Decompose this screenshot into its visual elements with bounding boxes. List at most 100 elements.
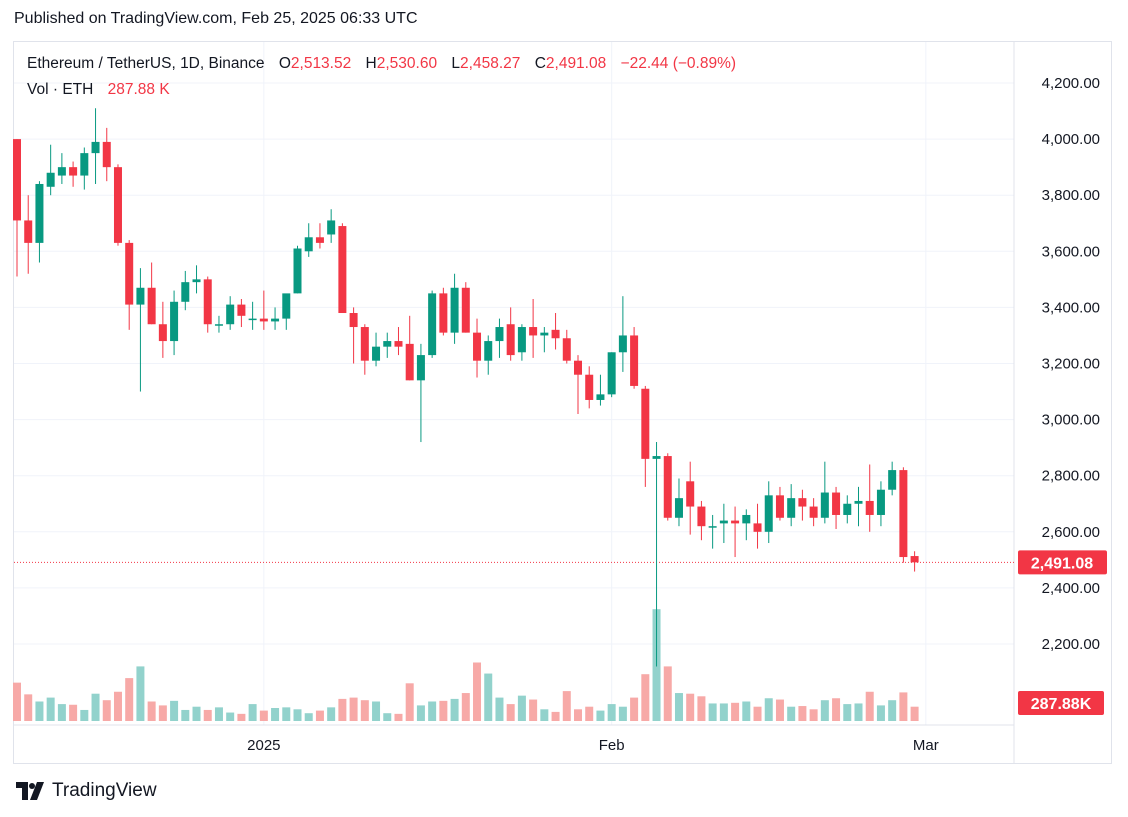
time-tick-label: 2025 xyxy=(247,737,280,754)
price-tick-label: 2,200.00 xyxy=(1042,636,1100,653)
candle-body xyxy=(652,456,661,459)
volume-bar xyxy=(125,678,134,721)
volume-bar xyxy=(809,709,818,721)
volume-bar xyxy=(405,683,414,721)
volume-bar xyxy=(775,699,784,721)
volume-bar xyxy=(282,707,291,721)
volume-bar xyxy=(854,703,863,721)
price-tick-label: 3,000.00 xyxy=(1042,412,1100,429)
volume-bar xyxy=(461,693,470,721)
candle-body xyxy=(574,360,582,375)
candle-body xyxy=(57,167,66,176)
volume-bar xyxy=(540,709,549,721)
volume-bar xyxy=(562,691,571,721)
candle-body xyxy=(495,327,504,342)
tradingview-logo-icon[interactable] xyxy=(16,782,46,800)
candle-body xyxy=(113,167,122,243)
volume-bar xyxy=(551,711,560,721)
volume-bar xyxy=(708,703,717,721)
open-label: O xyxy=(278,55,291,72)
candle-body xyxy=(731,520,740,524)
candle-body xyxy=(125,242,134,305)
volume-bar xyxy=(439,700,448,721)
volume-bar xyxy=(820,700,829,721)
candle-body xyxy=(69,167,78,176)
footer: TradingView xyxy=(16,780,157,802)
candle-body xyxy=(798,498,807,507)
candle-body xyxy=(439,293,448,333)
candle-body xyxy=(147,287,156,325)
candle-body xyxy=(708,526,717,528)
volume-bar xyxy=(832,698,841,721)
volume-bar xyxy=(24,694,33,721)
candle-body xyxy=(910,556,919,563)
candle-body xyxy=(271,318,280,322)
volume-bar xyxy=(473,662,482,721)
candle-body xyxy=(237,304,246,316)
candle-body xyxy=(809,506,818,518)
candle-body xyxy=(304,237,313,252)
price-tick-label: 4,200.00 xyxy=(1042,75,1100,92)
candle-body xyxy=(551,329,560,339)
low-value: 2,458.27 xyxy=(460,55,521,72)
candle-body xyxy=(405,343,414,381)
footer-brand[interactable]: TradingView xyxy=(52,780,157,801)
candle-body xyxy=(888,470,897,490)
candle-body xyxy=(416,355,425,381)
candle-body xyxy=(214,324,223,326)
candle-body xyxy=(899,470,908,558)
price-tick-label: 3,200.00 xyxy=(1042,356,1100,373)
candle-body xyxy=(450,287,459,333)
candle-body xyxy=(618,335,627,353)
volume-bar xyxy=(641,674,650,721)
candle-body xyxy=(24,220,33,243)
volume-bar xyxy=(46,697,55,721)
volume-bar xyxy=(102,700,111,721)
volume-label[interactable]: Vol · ETH xyxy=(27,81,94,98)
volume-bar xyxy=(170,700,179,721)
volume-bar xyxy=(607,704,616,721)
candle-body xyxy=(203,279,212,325)
candle-body xyxy=(876,489,885,515)
volume-bar xyxy=(596,710,605,721)
volume-bar xyxy=(192,706,201,721)
price-tick-label: 3,600.00 xyxy=(1042,243,1100,260)
symbol-title[interactable]: Ethereum / TetherUS, 1D, Binance xyxy=(27,55,265,72)
candle-body xyxy=(719,520,728,524)
candle-body xyxy=(686,481,695,507)
volume-bar xyxy=(450,698,459,721)
volume-bar xyxy=(136,666,145,721)
candle-body xyxy=(349,313,358,328)
volume-bar xyxy=(226,712,235,721)
candle-body xyxy=(663,456,672,518)
change-value: −22.44 (−0.89%) xyxy=(620,55,737,72)
close-label: C xyxy=(534,55,546,72)
volume-bar xyxy=(259,710,268,721)
volume-bar xyxy=(495,697,504,721)
candle-body xyxy=(473,332,482,361)
volume-bar xyxy=(349,697,358,721)
volume-bar xyxy=(674,693,683,721)
candle-body xyxy=(259,318,268,322)
volume-bar xyxy=(686,693,695,721)
volume-bar xyxy=(865,691,874,721)
volume-bar xyxy=(529,699,538,721)
candle-body xyxy=(674,498,683,518)
candle-body xyxy=(775,495,784,518)
volume-bar xyxy=(158,705,167,721)
volume-bar xyxy=(203,709,212,721)
candle-body xyxy=(596,394,605,400)
low-label: L xyxy=(451,55,461,72)
volume-bar xyxy=(484,673,493,721)
volume-bar xyxy=(574,709,582,721)
candle-body xyxy=(540,332,549,336)
candle-body xyxy=(35,183,44,243)
volume-legend-row: Vol · ETH 287.88 K xyxy=(27,80,736,106)
volume-bar xyxy=(618,706,627,721)
candle-body xyxy=(630,335,639,386)
volume-bar xyxy=(910,706,919,721)
price-tick-label: 3,800.00 xyxy=(1042,187,1100,204)
volume-bar xyxy=(764,698,773,721)
volume-bar xyxy=(315,710,324,721)
